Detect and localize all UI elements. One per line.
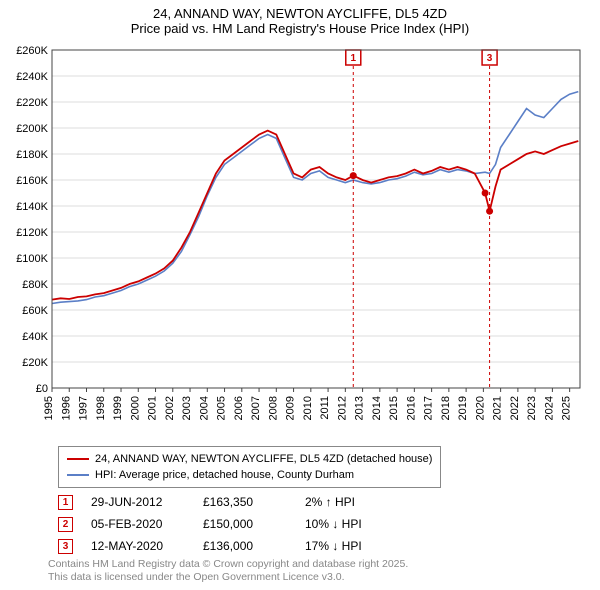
x-tick-label: 1997: [78, 396, 90, 420]
footer: Contains HM Land Registry data © Crown c…: [48, 558, 408, 584]
x-tick-label: 1999: [112, 396, 124, 420]
sale-price: £136,000: [195, 536, 295, 556]
event-dot: [482, 190, 489, 197]
chart-container: 24, ANNAND WAY, NEWTON AYCLIFFE, DL5 4ZD…: [0, 0, 600, 590]
x-tick-label: 1998: [95, 396, 107, 420]
legend-swatch-hpi: [67, 474, 89, 476]
y-tick-label: £40K: [22, 331, 48, 343]
sale-delta: 10% ↓ HPI: [297, 514, 397, 534]
title-block: 24, ANNAND WAY, NEWTON AYCLIFFE, DL5 4ZD…: [0, 0, 600, 38]
x-tick-label: 2002: [164, 396, 176, 420]
sale-delta: 2% ↑ HPI: [297, 492, 397, 512]
title-address: 24, ANNAND WAY, NEWTON AYCLIFFE, DL5 4ZD: [10, 6, 590, 21]
y-tick-label: £20K: [22, 357, 48, 369]
x-tick-label: 2023: [526, 396, 538, 420]
sale-date: 05-FEB-2020: [83, 514, 193, 534]
chart-area: 13 £0£20K£40K£60K£80K£100K£120K£140K£160…: [48, 46, 584, 418]
sale-date: 29-JUN-2012: [83, 492, 193, 512]
legend-row: 24, ANNAND WAY, NEWTON AYCLIFFE, DL5 4ZD…: [67, 451, 432, 467]
sales-row: 3 12-MAY-2020£136,00017% ↓ HPI: [50, 536, 397, 556]
y-tick-label: £200K: [16, 123, 48, 135]
footer-line1: Contains HM Land Registry data © Crown c…: [48, 558, 408, 571]
legend-swatch-property: [67, 458, 89, 460]
x-tick-label: 2015: [388, 396, 400, 420]
x-tick-label: 2011: [319, 396, 331, 420]
x-tick-label: 2001: [147, 396, 159, 420]
y-tick-label: £140K: [16, 201, 48, 213]
y-tick-label: £160K: [16, 175, 48, 187]
x-tick-label: 2010: [302, 396, 314, 420]
x-tick-label: 2016: [405, 396, 417, 420]
sale-marker-box: 1: [58, 495, 73, 510]
x-tick-label: 2019: [457, 396, 469, 420]
sale-price: £150,000: [195, 514, 295, 534]
x-tick-label: 2014: [371, 396, 383, 420]
y-tick-label: £240K: [16, 71, 48, 83]
x-tick-label: 2005: [216, 396, 228, 420]
x-tick-label: 2018: [440, 396, 452, 420]
x-tick-label: 2008: [267, 396, 279, 420]
sales-row: 2 05-FEB-2020£150,00010% ↓ HPI: [50, 514, 397, 534]
sale-marker-box: 2: [58, 517, 73, 532]
sale-marker-box: 3: [58, 539, 73, 554]
y-tick-label: £60K: [22, 305, 48, 317]
series-property: [52, 131, 578, 300]
y-tick-label: £0: [36, 383, 48, 395]
title-subtitle: Price paid vs. HM Land Registry's House …: [10, 21, 590, 36]
x-tick-label: 2000: [129, 396, 141, 420]
chart-svg: 13 £0£20K£40K£60K£80K£100K£120K£140K£160…: [48, 46, 584, 418]
y-tick-label: £180K: [16, 149, 48, 161]
x-tick-label: 2024: [543, 396, 555, 420]
x-tick-label: 2013: [354, 396, 366, 420]
x-tick-label: 1996: [60, 396, 72, 420]
x-tick-label: 2009: [285, 396, 297, 420]
legend-label-property: 24, ANNAND WAY, NEWTON AYCLIFFE, DL5 4ZD…: [95, 451, 432, 467]
x-tick-label: 2006: [233, 396, 245, 420]
y-tick-label: £100K: [16, 253, 48, 265]
event-marker-number: 3: [487, 53, 493, 64]
footer-line2: This data is licensed under the Open Gov…: [48, 571, 408, 584]
x-tick-label: 2003: [181, 396, 193, 420]
x-tick-label: 2012: [336, 396, 348, 420]
x-tick-label: 2021: [492, 396, 504, 420]
x-tick-label: 2017: [423, 396, 435, 420]
series-hpi: [52, 92, 578, 304]
x-tick-label: 2025: [561, 396, 573, 420]
sale-date: 12-MAY-2020: [83, 536, 193, 556]
x-tick-label: 1995: [43, 396, 55, 420]
x-tick-label: 2004: [198, 396, 210, 420]
sales-row: 1 29-JUN-2012£163,3502% ↑ HPI: [50, 492, 397, 512]
y-tick-label: £80K: [22, 279, 48, 291]
y-tick-label: £220K: [16, 97, 48, 109]
sale-price: £163,350: [195, 492, 295, 512]
x-tick-label: 2007: [250, 396, 262, 420]
sale-delta: 17% ↓ HPI: [297, 536, 397, 556]
x-tick-label: 2020: [474, 396, 486, 420]
event-marker-number: 1: [350, 53, 356, 64]
y-tick-label: £120K: [16, 227, 48, 239]
legend-row: HPI: Average price, detached house, Coun…: [67, 467, 432, 483]
y-tick-label: £260K: [16, 45, 48, 57]
sales-table: 1 29-JUN-2012£163,3502% ↑ HPI 2 05-FEB-2020…: [48, 490, 399, 558]
legend: 24, ANNAND WAY, NEWTON AYCLIFFE, DL5 4ZD…: [58, 446, 441, 488]
x-tick-label: 2022: [509, 396, 521, 420]
legend-label-hpi: HPI: Average price, detached house, Coun…: [95, 467, 354, 483]
